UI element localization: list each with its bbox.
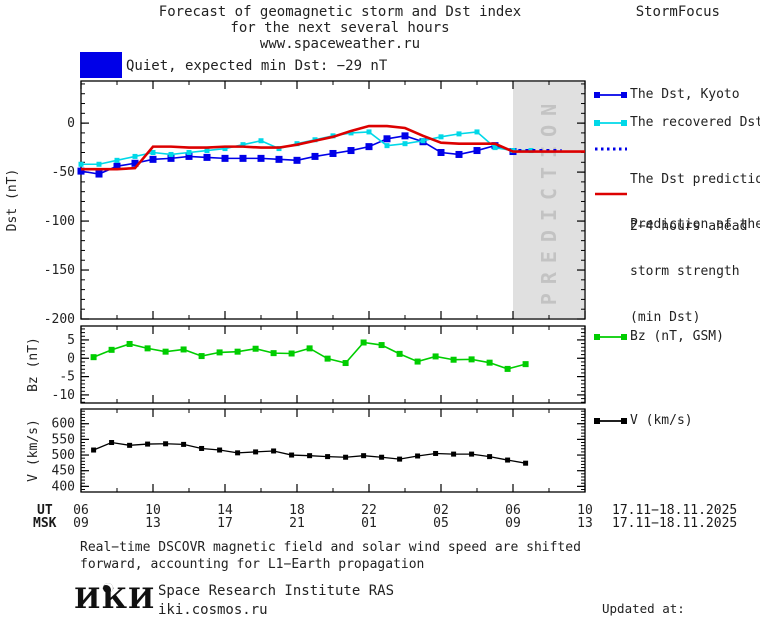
svg-text:02: 02 [433, 503, 449, 518]
xaxis-msk-row-label: MSK [33, 516, 57, 531]
bz-line-sample-icon [594, 334, 627, 340]
svg-text:05: 05 [433, 516, 449, 531]
svg-text:01: 01 [361, 516, 377, 531]
updated-label: Updated at: [602, 601, 685, 616]
svg-text:22: 22 [361, 503, 377, 518]
institute-name: Space Research Institute RAS [158, 583, 395, 599]
svg-text:-5: -5 [59, 370, 75, 385]
svg-text:17: 17 [217, 516, 233, 531]
svg-text:14: 14 [217, 503, 233, 518]
svg-text:5: 5 [67, 333, 75, 348]
logo-dot-icon [103, 583, 113, 593]
svg-text:13: 13 [145, 516, 161, 531]
institute-block: Space Research Institute RAS iki.cosmos.… [158, 582, 394, 620]
svg-text:21: 21 [289, 516, 305, 531]
xaxis-msk-date: 17.11−18.11.2025 [612, 516, 738, 531]
svg-text:600: 600 [52, 417, 75, 432]
updated-block: Updated at: UT 06:05, 18.11.2025 MSK 09:… [602, 564, 760, 620]
legend-item-dst-kyoto: The Dst, Kyoto [594, 87, 740, 103]
brand-stormfocus: StormFocus [635, 4, 720, 20]
svg-text:18: 18 [289, 503, 305, 518]
svg-text:400: 400 [52, 479, 75, 494]
svg-text:-100: -100 [44, 214, 75, 229]
svg-text:-150: -150 [44, 263, 75, 278]
storm-status-text: Quiet, expected min Dst: −29 nT [126, 58, 388, 74]
title-line1: Forecast of geomagnetic storm and Dst in… [158, 4, 522, 20]
svg-text:450: 450 [52, 464, 75, 479]
svg-text:500: 500 [52, 448, 75, 463]
iki-logo: ИКИ [74, 582, 156, 615]
svg-text:0: 0 [67, 116, 75, 131]
svg-text:09: 09 [73, 516, 89, 531]
svg-text:0: 0 [67, 351, 75, 366]
svg-text:V (km/s): V (km/s) [26, 419, 41, 482]
xaxis-ut-date: 17.11−18.11.2025 [612, 503, 738, 518]
svg-text:06: 06 [505, 503, 521, 518]
xaxis-ut-row-label: UT [37, 503, 53, 518]
institute-site-link[interactable]: iki.cosmos.ru [158, 602, 268, 618]
svg-text:-50: -50 [52, 165, 75, 180]
svg-text:09: 09 [505, 516, 521, 531]
legend-item-v: V (km/s) [594, 413, 693, 429]
site-link[interactable]: www.spaceweather.ru [259, 36, 421, 52]
recovered-line-sample-icon [594, 120, 627, 126]
kyoto-line-sample-icon [594, 92, 627, 98]
svg-text:13: 13 [577, 516, 593, 531]
red-line-sample-icon [595, 192, 627, 196]
svg-text:06: 06 [73, 503, 89, 518]
title-line2: for the next several hours [230, 20, 450, 36]
legend-item-storm-strength: Prediction of the storm strength (min Ds… [594, 186, 760, 357]
dotted-line-sample-icon [595, 147, 627, 151]
v-line-sample-icon [594, 418, 627, 424]
svg-text:Bz (nT): Bz (nT) [26, 337, 41, 392]
caption-line2: forward, accounting for L1−Earth propaga… [80, 557, 425, 572]
svg-text:10: 10 [145, 503, 161, 518]
legend-item-bz: Bz (nT, GSM) [594, 329, 724, 345]
svg-text:-10: -10 [52, 388, 75, 403]
svg-text:Dst (nT): Dst (nT) [5, 169, 20, 232]
caption-line1: Real−time DSCOVR magnetic field and sola… [80, 540, 581, 555]
storm-level-swatch [80, 52, 122, 78]
svg-text:10: 10 [577, 503, 593, 518]
svg-text:-200: -200 [44, 312, 75, 327]
svg-text:PREDICTION: PREDICTION [537, 95, 561, 305]
svg-text:550: 550 [52, 432, 75, 447]
page-title: Forecast of geomagnetic storm and Dst in… [100, 4, 580, 52]
legend-item-recovered-dst: The recovered Dst [594, 115, 760, 131]
legend-item-dst-prediction: The Dst prediction 2−4 hours ahead [594, 141, 760, 265]
